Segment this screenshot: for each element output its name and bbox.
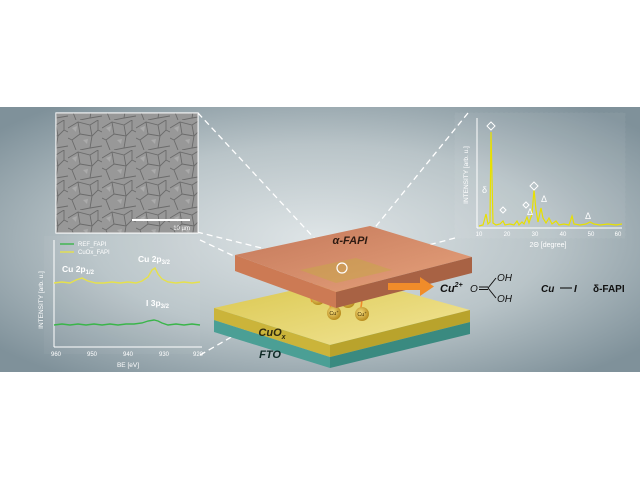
xrd-markers: δ Δ Δ Δ [482,121,591,221]
xps-legend: REF_FAPI CuOx_FAPI [60,242,110,256]
xps-x-tick: 930 [159,352,170,358]
sem-image-panel: 10 µm [55,112,199,234]
xrd-x-tick: 40 [560,232,567,238]
cuox-front-face [214,308,330,357]
reaction-arrow [388,277,434,296]
fto-side-face [330,322,470,368]
xps-x-label: BE [eV] [117,362,139,369]
xrd-x-tick: 60 [615,232,622,238]
xrd-x-label: 2Θ [degree] [530,242,567,249]
xps-peak-cu-2p12: Cu 2p1/2 [62,264,95,276]
xrd-panel: δ Δ Δ Δ INTENSITY [arb. u.] 10 20 30 40 … [454,112,626,249]
xrd-diamond-marker [486,121,496,131]
xrd-diamond-marker [522,201,530,209]
xps-x-ticks: 960 950 940 930 920 [51,352,204,358]
xrd-diamond-marker [529,181,539,191]
svg-text:I: I [574,284,577,295]
cu-i-bond: Cu I [541,284,577,295]
svg-text:OH: OH [497,294,513,305]
fto-layer-label: FTO [259,349,281,361]
xps-legend-cuox: CuOx_FAPI [78,250,110,256]
svg-text:Cu+: Cu+ [357,310,367,318]
xrd-diamond-marker [499,206,507,214]
chemistry-annotation: Cu2+ O OH OH Cu I δ-FAPI [440,273,625,305]
xrd-x-ticks: 10 20 30 40 50 60 [476,232,622,238]
layer-stack: Cu+ Cu+ Cu+ Cu+ α-FAPI CuOx FTO [214,226,472,368]
xrd-triangle-marker: Δ [527,207,533,217]
xps-x-tick: 960 [51,352,62,358]
xps-x-tick: 920 [193,352,204,358]
xps-cuox-curve [53,266,201,284]
xrd-x-tick: 20 [504,232,511,238]
xrd-x-tick: 50 [588,232,595,238]
xps-peak-cu-2p32: Cu 2p3/2 [138,254,171,266]
xps-panel: REF_FAPI CuOx_FAPI Cu 2p1/2 Cu 2p3/2 I 3… [38,236,204,369]
cu-ion: Cu+ [327,306,341,320]
xps-peak-i-3p32: I 3p3/2 [146,298,170,310]
cuox-side-face [330,310,470,357]
svg-text:O: O [470,284,478,295]
svg-text:Cu+: Cu+ [329,309,339,317]
xrd-x-tick: 30 [532,232,539,238]
xrd-curve [478,131,623,227]
xps-x-tick: 940 [123,352,134,358]
xps-legend-ref: REF_FAPI [78,242,107,248]
xrd-x-tick: 10 [476,232,483,238]
top-layer-label: α-FAPI [333,235,369,247]
xps-x-tick: 950 [87,352,98,358]
svg-text:Cu: Cu [541,284,554,295]
focus-point [336,262,348,274]
cu2-ion-label: Cu2+ [440,282,463,295]
cuox-layer-label: CuOx [258,327,286,341]
fto-front-face [214,320,330,368]
fapi-front-face [235,255,336,308]
carbonic-acid-structure: O OH OH [470,273,513,305]
sem-scale-label: 10 µm [173,226,190,232]
cuox-top-face [214,277,470,345]
xrd-delta-marker: δ [482,185,487,195]
xrd-triangle-marker: Δ [585,211,591,221]
fapi-side-face [336,257,472,308]
delta-fapi-label: δ-FAPI [593,284,625,295]
svg-text:OH: OH [497,273,513,284]
xrd-triangle-marker: Δ [541,194,547,204]
xps-y-label: INTENSITY [arb. u.] [38,271,45,329]
cu-ion: Cu+ [355,307,369,321]
xrd-y-label: INTENSITY [arb. u.] [463,146,470,204]
xps-ref-curve [53,319,201,326]
